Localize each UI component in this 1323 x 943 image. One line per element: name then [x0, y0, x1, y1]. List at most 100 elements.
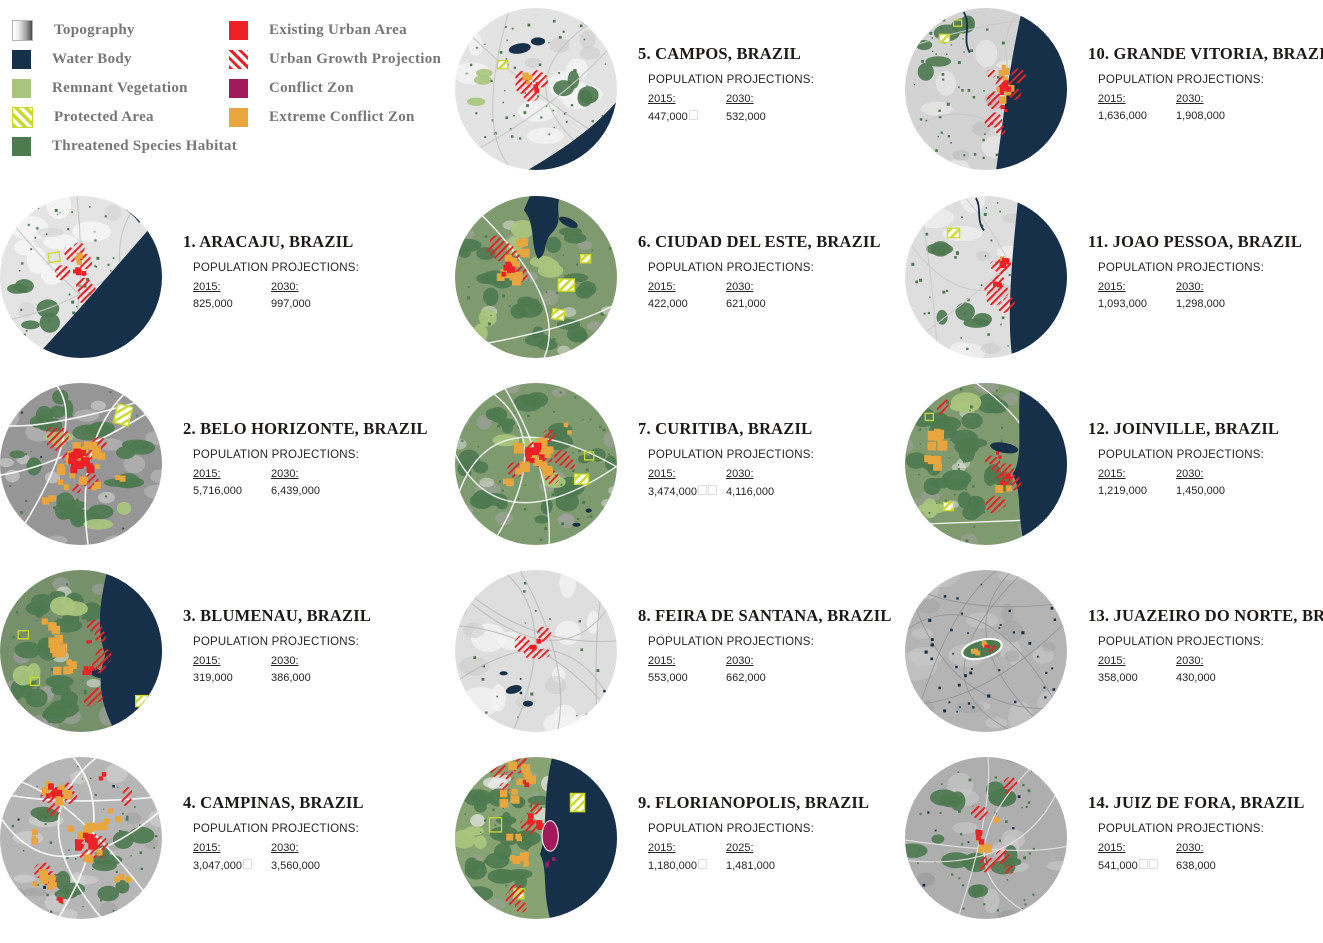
population-2030-value: 1,298,000 — [1176, 298, 1225, 310]
population-2030-value: 621,000 — [726, 298, 766, 310]
population-2015-value: 825,000 — [193, 298, 233, 310]
city-map-circle — [455, 757, 617, 919]
year-2030-label: 2030: — [271, 281, 299, 293]
city-map-circle — [905, 383, 1067, 545]
legend-swatch-stripes-yellow-icon — [12, 107, 33, 128]
city-info: 1. ARACAJU, BRAZIL POPULATION PROJECTIONS… — [183, 232, 443, 310]
missing-glyph-box — [697, 485, 707, 495]
population-2015-value: 319,000 — [193, 672, 233, 684]
city-title: 11. JOAO PESSOA, BRAZIL — [1088, 232, 1303, 251]
city-title: 13. JUAZEIRO DO NORTE, BRAZIL — [1088, 606, 1323, 625]
city-title: 6. CIUDAD DEL ESTE, BRAZIL — [638, 232, 881, 251]
year-2030-label: 2030: — [726, 655, 754, 667]
city-card: 6. CIUDAD DEL ESTE, BRAZIL POPULATION PRO… — [455, 196, 905, 382]
city-map-circle — [455, 196, 617, 358]
legend-label: Conflict Zon — [269, 80, 354, 96]
legend-label: Remnant Vegetation — [52, 80, 188, 96]
population-2015-value: 1,636,000 — [1098, 110, 1147, 122]
city-map-circle — [0, 196, 162, 358]
population-projections-label: POPULATION PROJECTIONS: — [193, 823, 360, 835]
projection-values: 5,716,000 6,439,000 — [193, 485, 443, 497]
population-projections-label: POPULATION PROJECTIONS: — [648, 449, 815, 461]
year-2030-label: 2025: — [726, 842, 754, 854]
city-title: 8. FEIRA DE SANTANA, BRAZIL — [638, 606, 892, 625]
projection-values: 358,000 430,000 — [1098, 672, 1323, 684]
city-map-circle — [455, 570, 617, 732]
projection-year-labels: 2015: 2030: — [1098, 655, 1323, 667]
year-2015-label: 2015: — [1098, 468, 1126, 480]
population-2030-value: 1,450,000 — [1176, 485, 1225, 497]
year-2030-label: 2030: — [1176, 842, 1204, 854]
projection-year-labels: 2015: 2030: — [1098, 93, 1323, 105]
projection-year-labels: 2015: 2030: — [1098, 281, 1323, 293]
city-info: 8. FEIRA DE SANTANA, BRAZIL POPULATION PR… — [638, 606, 898, 684]
population-projections-label: POPULATION PROJECTIONS: — [648, 823, 815, 835]
projection-year-labels: 2015: 2030: — [193, 281, 443, 293]
population-2030-value: 532,000 — [726, 111, 766, 123]
city-map-circle — [905, 757, 1067, 919]
city-card: 14. JUIZ DE FORA, BRAZIL POPULATION PROJE… — [905, 757, 1323, 943]
population-2015-value: 1,219,000 — [1098, 485, 1147, 497]
year-2015-label: 2015: — [1098, 281, 1126, 293]
city-card: 5. CAMPOS, BRAZIL POPULATION PROJECTIONS:… — [455, 8, 905, 194]
projection-values: 3,474,000 4,116,000 — [648, 485, 898, 498]
city-map-circle — [905, 570, 1067, 732]
city-info: 5. CAMPOS, BRAZIL POPULATION PROJECTIONS:… — [638, 44, 898, 123]
year-2015-label: 2015: — [193, 842, 221, 854]
legend-item: Existing Urban Area — [229, 16, 441, 45]
population-2015-value: 553,000 — [648, 672, 688, 684]
legend-swatch-stripes-red-icon — [229, 50, 248, 69]
legend-label: Protected Area — [54, 109, 154, 125]
city-card: 11. JOAO PESSOA, BRAZIL POPULATION PROJEC… — [905, 196, 1323, 382]
year-2015-label: 2015: — [1098, 655, 1126, 667]
legend-item: Protected Area — [12, 103, 237, 132]
city-map-circle — [455, 383, 617, 545]
city-info: 11. JOAO PESSOA, BRAZIL POPULATION PROJEC… — [1088, 232, 1323, 310]
city-card: 3. BLUMENAU, BRAZIL POPULATION PROJECTION… — [0, 570, 450, 756]
year-2030-label: 2030: — [271, 468, 299, 480]
city-info: 4. CAMPINAS, BRAZIL POPULATION PROJECTION… — [183, 793, 443, 872]
legend-item: Topography — [12, 16, 237, 45]
population-2030-value: 662,000 — [726, 672, 766, 684]
population-2030-value: 638,000 — [1176, 860, 1216, 872]
year-2015-label: 2015: — [648, 842, 676, 854]
projection-values: 3,047,000 3,560,000 — [193, 859, 443, 872]
projection-year-labels: 2015: 2030: — [648, 281, 898, 293]
city-card: 9. FLORIANOPOLIS, BRAZIL POPULATION PROJE… — [455, 757, 905, 943]
year-2030-label: 2030: — [726, 281, 754, 293]
population-2030-value: 6,439,000 — [271, 485, 320, 497]
legend-swatch-solid-icon — [229, 108, 248, 127]
city-info: 3. BLUMENAU, BRAZIL POPULATION PROJECTION… — [183, 606, 443, 684]
population-2030-value: 3,560,000 — [271, 860, 320, 872]
legend-item: Water Body — [12, 45, 237, 74]
population-2015-value: 3,047,000 — [193, 860, 242, 872]
year-2030-label: 2030: — [271, 655, 299, 667]
city-map-circle — [0, 570, 162, 732]
population-2015-value: 447,000 — [648, 111, 688, 123]
city-title: 14. JUIZ DE FORA, BRAZIL — [1088, 793, 1305, 812]
projection-year-labels: 2015: 2025: — [648, 842, 898, 854]
population-projections-label: POPULATION PROJECTIONS: — [193, 262, 360, 274]
city-card: 12. JOINVILLE, BRAZIL POPULATION PROJECTI… — [905, 383, 1323, 569]
projection-values: 825,000 997,000 — [193, 298, 443, 310]
year-2015-label: 2015: — [193, 468, 221, 480]
legend-item: Urban Growth Projection — [229, 45, 441, 74]
city-info: 6. CIUDAD DEL ESTE, BRAZIL POPULATION PRO… — [638, 232, 898, 310]
projection-values: 447,000 532,000 — [648, 110, 898, 123]
city-title: 3. BLUMENAU, BRAZIL — [183, 606, 372, 625]
projection-year-labels: 2015: 2030: — [648, 655, 898, 667]
projection-values: 541,000 638,000 — [1098, 859, 1323, 872]
population-2015-value: 1,180,000 — [648, 860, 697, 872]
year-2015-label: 2015: — [648, 655, 676, 667]
projection-values: 1,219,000 1,450,000 — [1098, 485, 1323, 497]
city-card: 8. FEIRA DE SANTANA, BRAZIL POPULATION PR… — [455, 570, 905, 756]
legend-swatch-solid-icon — [12, 50, 31, 69]
projection-values: 422,000 621,000 — [648, 298, 898, 310]
population-2030-value: 997,000 — [271, 298, 311, 310]
population-projections-label: POPULATION PROJECTIONS: — [648, 636, 815, 648]
city-info: 2. BELO HORIZONTE, BRAZIL POPULATION PROJ… — [183, 419, 443, 497]
population-projections-label: POPULATION PROJECTIONS: — [1098, 74, 1265, 86]
population-projections-label: POPULATION PROJECTIONS: — [1098, 449, 1265, 461]
city-info: 9. FLORIANOPOLIS, BRAZIL POPULATION PROJE… — [638, 793, 898, 872]
city-map-circle — [0, 757, 162, 919]
